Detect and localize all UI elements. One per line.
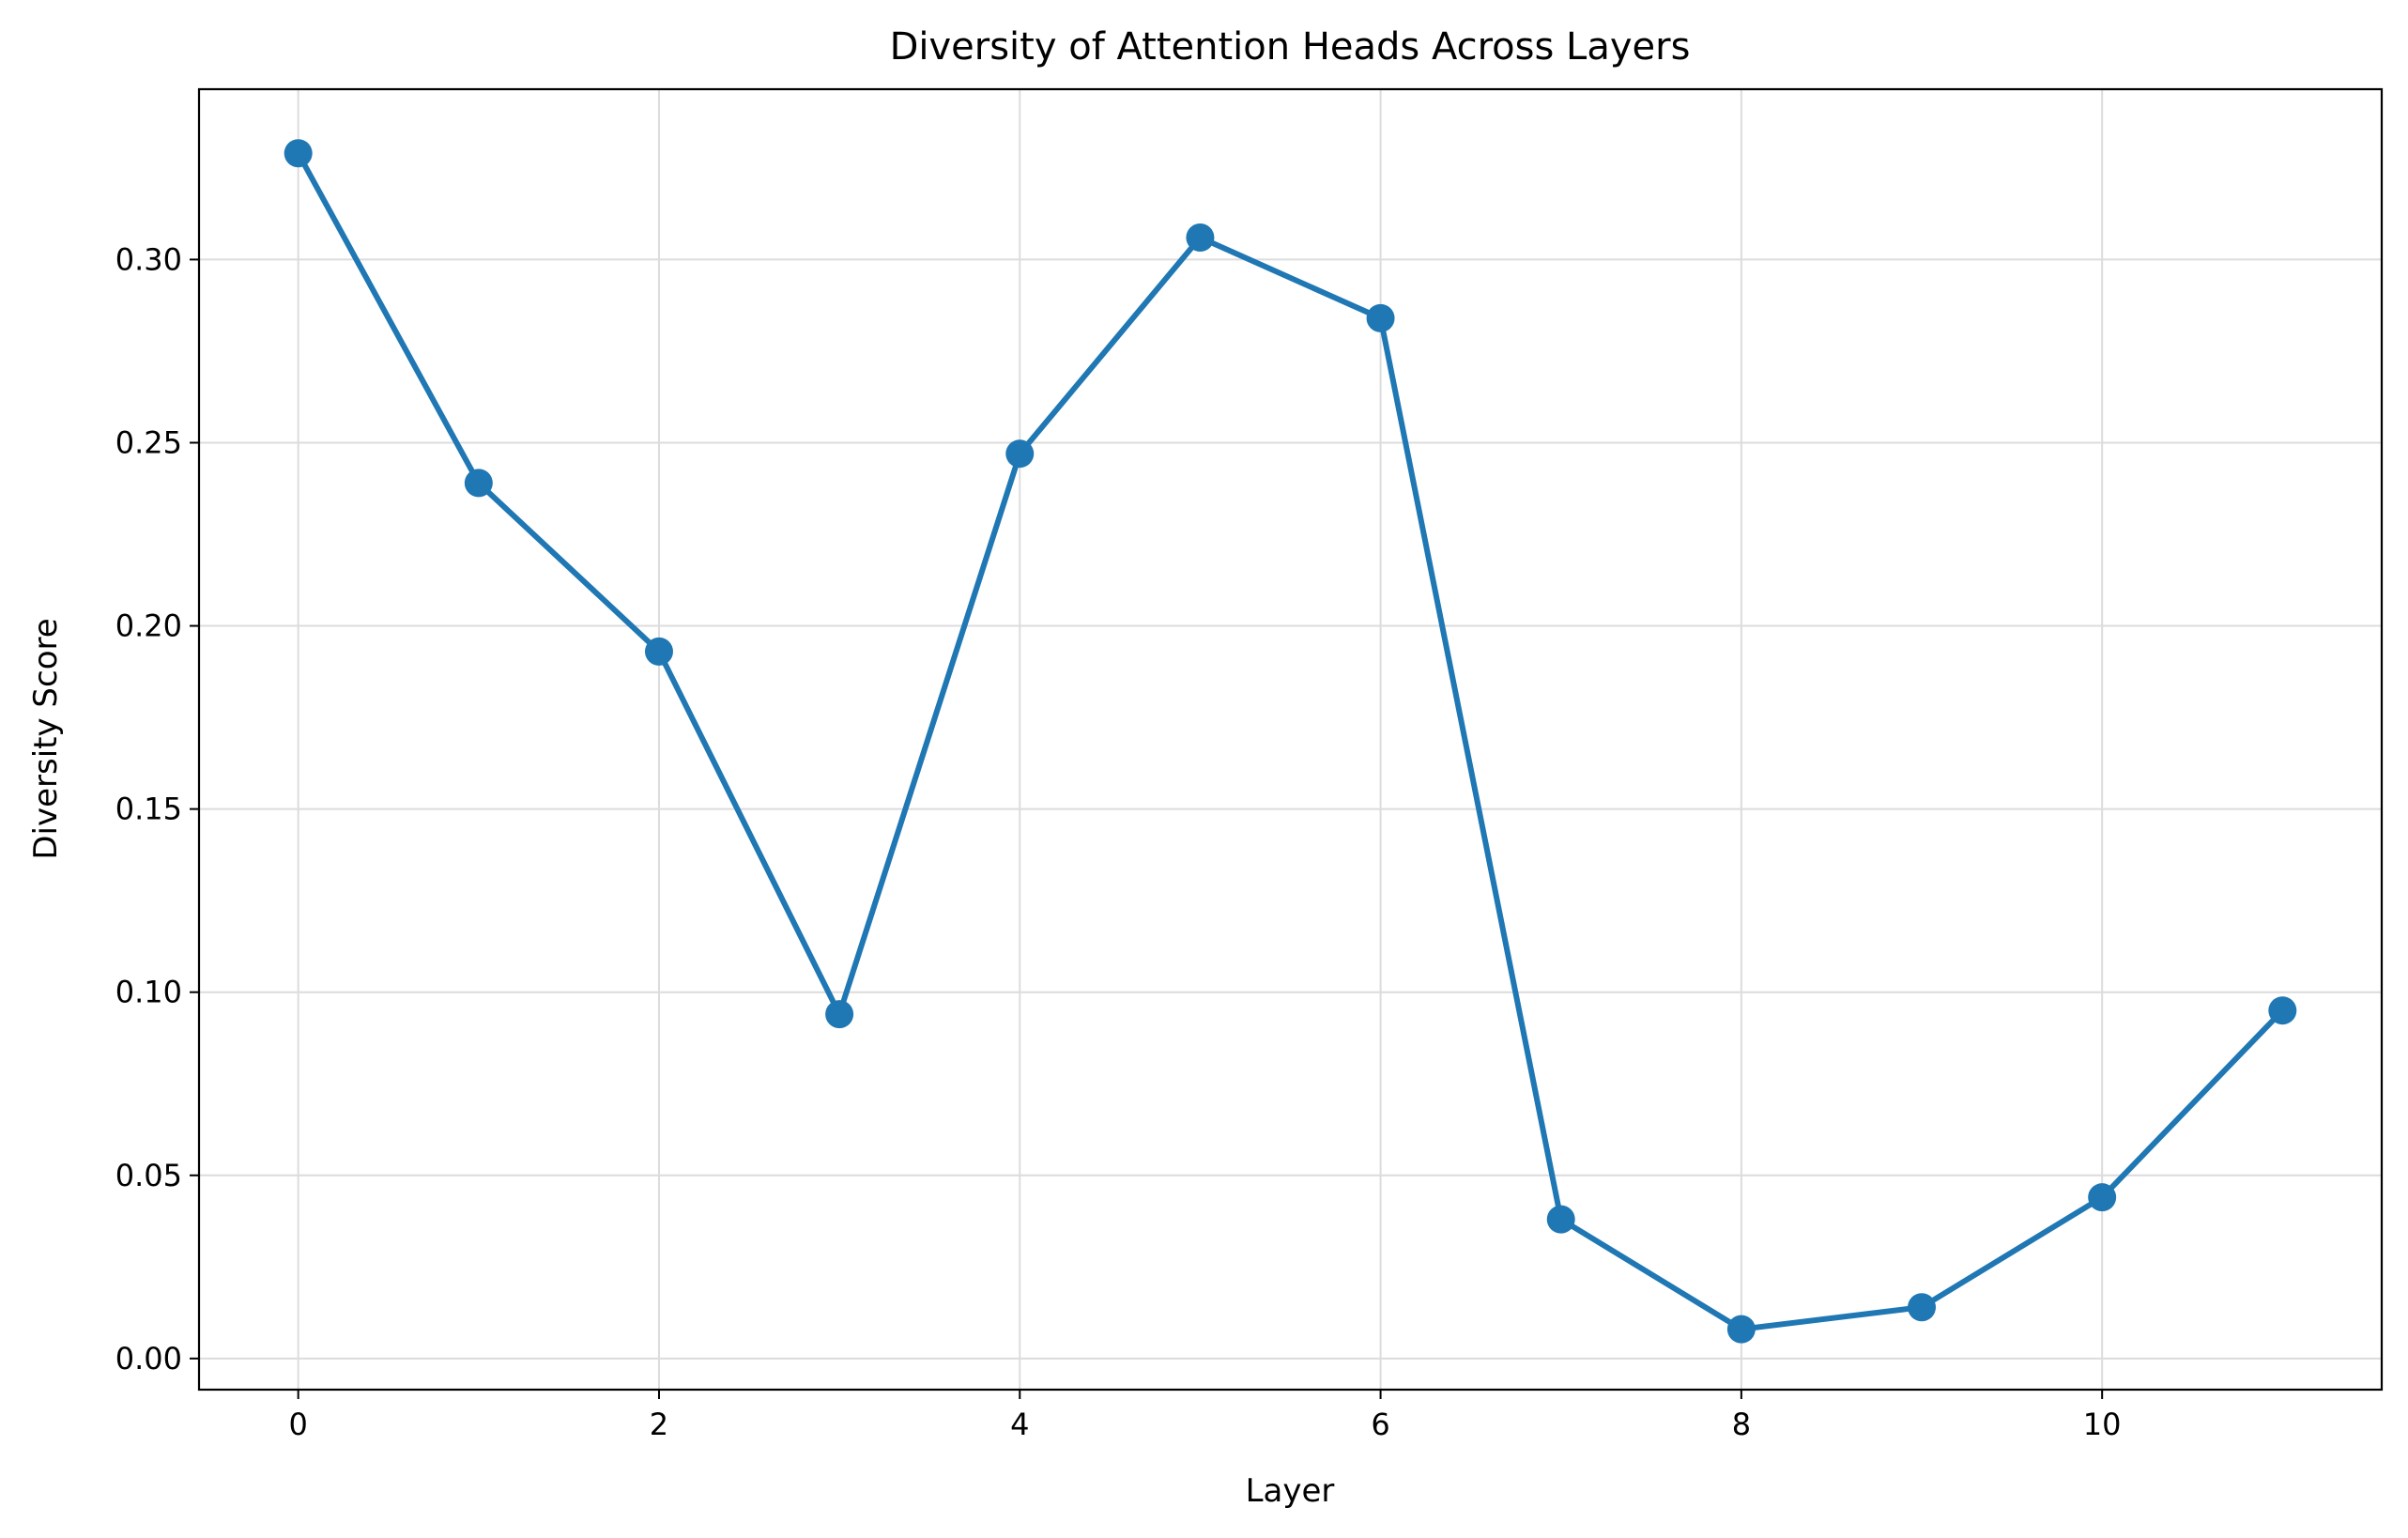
data-point xyxy=(825,1000,854,1029)
y-tick-label: 0.15 xyxy=(115,792,182,827)
y-axis: 0.00 0.05 0.10 0.15 0.20 0.25 0.30 xyxy=(115,241,199,1377)
data-point xyxy=(2088,1183,2117,1212)
chart-title: Diversity of Attention Heads Across Laye… xyxy=(890,25,1691,69)
x-tick-label: 10 xyxy=(2083,1407,2122,1442)
data-point xyxy=(464,469,493,498)
y-tick-label: 0.20 xyxy=(115,608,182,644)
series-line xyxy=(295,150,2286,1332)
x-tick-label: 8 xyxy=(1732,1407,1751,1442)
data-point xyxy=(2268,996,2297,1025)
data-point xyxy=(284,139,313,168)
data-point xyxy=(1186,223,1215,253)
y-axis-label: Diversity Score xyxy=(27,618,65,859)
y-tick-label: 0.25 xyxy=(115,424,182,460)
x-tick-label: 2 xyxy=(650,1407,668,1442)
y-tick-label: 0.10 xyxy=(115,975,182,1010)
data-point xyxy=(1726,1315,1756,1344)
grid xyxy=(199,89,2382,1390)
data-point xyxy=(1005,439,1035,469)
data-point xyxy=(1546,1205,1575,1234)
y-tick-label: 0.30 xyxy=(115,241,182,277)
x-tick-label: 4 xyxy=(1010,1407,1029,1442)
x-tick-label: 6 xyxy=(1371,1407,1389,1442)
y-tick-label: 0.05 xyxy=(115,1158,182,1193)
data-point xyxy=(644,637,673,666)
x-axis: 0 2 4 6 8 10 xyxy=(289,1390,2122,1442)
x-axis-label: Layer xyxy=(1246,1472,1335,1510)
data-point xyxy=(1366,303,1395,332)
data-point xyxy=(1908,1293,1937,1322)
series-layer xyxy=(284,139,2297,1344)
plot-frame xyxy=(197,87,2384,1392)
x-tick-label: 0 xyxy=(289,1407,308,1442)
y-tick-label: 0.00 xyxy=(115,1341,182,1377)
